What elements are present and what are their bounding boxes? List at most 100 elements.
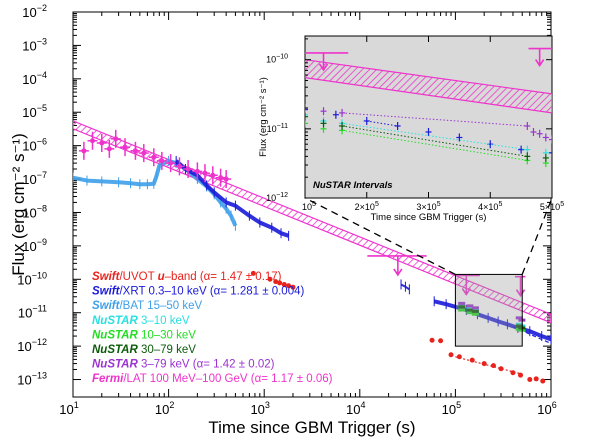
lat-point [194, 168, 200, 174]
x-tick-label: 103 [250, 400, 269, 417]
lat-point [122, 144, 128, 150]
nustar-point [458, 301, 466, 305]
x-tick-label: 101 [59, 400, 78, 417]
main-plot: 101 102 103 104 105 10610−1310−1210−1110−1010… [9, 3, 557, 437]
legend-entry: NuSTAR 10–30 keV [92, 329, 196, 341]
inset-x-axis-label: Time since GBM Trigger (s) [371, 212, 487, 223]
y-axis-label: Flux (erg cm⁻² s⁻¹) [9, 133, 28, 276]
lat-point [185, 166, 191, 172]
lat-point [176, 163, 182, 169]
uvot-point [527, 377, 533, 383]
legend-entry: NuSTAR 3–79 keV (α= 1.42 ± 0.02) [92, 359, 275, 371]
inset-upper-limit-head [318, 63, 329, 72]
nustar-point [515, 316, 523, 320]
x-tick-label: 105 [442, 400, 461, 417]
lat-point [113, 136, 119, 142]
x-tick-label: 104 [346, 400, 365, 417]
legend-entry: NuSTAR 30–79 keV [92, 344, 196, 356]
bat-lightcurve [73, 158, 238, 227]
y-tick-label: 10−10 [17, 270, 47, 287]
nustar-point [515, 324, 523, 328]
uvot-point [429, 337, 435, 343]
nustar-point [471, 306, 479, 310]
nustar-point [471, 312, 479, 316]
inset-y-axis-label: Flux (erg cm⁻² s⁻¹) [258, 77, 269, 157]
uvot-point [273, 279, 279, 285]
x-tick-label: 102 [155, 400, 174, 417]
y-tick-label: 10−3 [22, 36, 47, 53]
y-tick-label: 10−2 [22, 3, 47, 20]
inset-y-tick-label: 10−10 [266, 54, 288, 65]
inset-x-tick-label: 2×105 [355, 201, 379, 212]
y-tick-label: 10−5 [22, 103, 47, 120]
legend-entry: Swift/UVOT u–band (α= 1.47 ± 0.17) [92, 271, 282, 283]
uvot-point [281, 281, 287, 287]
lat-point [159, 158, 165, 164]
xrt-lightcurve [174, 159, 290, 238]
y-tick-label: 10−8 [22, 203, 47, 220]
lat-point [99, 140, 105, 146]
uvot-point [498, 366, 504, 372]
inset-y-tick-label: 10−12 [266, 192, 288, 203]
inset-plot: 105 2×105 3×105 4×105 5×105 10−12 10−11 10−10 Ti… [258, 35, 564, 275]
lat-point [132, 148, 138, 154]
y-tick-label: 10−11 [18, 304, 47, 321]
zoom-connector-left [304, 197, 456, 275]
inset-lat-band [305, 59, 552, 114]
inset-series-trend [342, 112, 528, 127]
inset-x-tick-label: 105 [302, 201, 316, 212]
y-tick-label: 10−13 [17, 371, 47, 388]
uvot-point [469, 357, 475, 363]
lat-point [106, 146, 112, 152]
uvot-fit [455, 356, 523, 375]
nustar-point [458, 305, 466, 309]
lat-point [223, 176, 229, 182]
uvot-point [286, 283, 292, 289]
y-tick-label: 10−4 [22, 70, 47, 87]
zoom-connector-right [521, 197, 553, 275]
inset-x-tick-label: 5×105 [540, 201, 564, 212]
uvot-point [533, 376, 539, 382]
xrt-lightcurve [433, 299, 551, 342]
inset-title: NuSTAR Intervals [313, 180, 393, 191]
legend-entry: Fermi/LAT 100 MeV–100 GeV (α= 1.17 ± 0.0… [92, 373, 333, 385]
inset-y-tick-label: 10−11 [267, 123, 288, 134]
nustar-point [471, 309, 479, 313]
lat-point [141, 150, 147, 156]
x-axis: 101 102 103 104 105 106 [59, 12, 557, 417]
uvot-point [290, 284, 296, 290]
inset-x-tick-label: 4×105 [478, 201, 502, 212]
legend-entry: NuSTAR 3–10 keV [92, 315, 190, 327]
lat-point [202, 170, 208, 176]
nustar-point [466, 308, 474, 312]
lat-point [81, 148, 87, 154]
zoom-region-box [454, 273, 523, 347]
y-tick-label: 10−6 [22, 137, 47, 154]
y-tick-label: 10−12 [17, 337, 47, 354]
uvot-point [448, 352, 454, 358]
uvot-point [481, 361, 487, 367]
lat-point [168, 160, 174, 166]
nustar-point [515, 322, 523, 326]
legend: Swift/UVOT u–band (α= 1.47 ± 0.17) Swift/… [92, 271, 333, 385]
lat-point [210, 172, 216, 178]
lat-point [90, 138, 96, 144]
inset-upper-limit-head [534, 59, 545, 67]
y-tick-label: 10−9 [22, 237, 47, 254]
lat-upper-limit-head [461, 288, 471, 296]
uvot-point [438, 338, 444, 344]
lat-upper-limit-head [515, 289, 526, 298]
uvot-point [250, 270, 256, 276]
inset-data [305, 47, 552, 168]
uvot-point [540, 378, 546, 384]
legend-entry: Swift/BAT 15–50 keV [92, 300, 202, 312]
nustar-point [466, 304, 474, 308]
lat-point [151, 154, 157, 160]
uvot-point [277, 280, 283, 286]
legend-entry: Swift/XRT 0.3–10 keV (α= 1.281 ± 0.004) [92, 286, 304, 298]
inset-frame [304, 35, 553, 199]
x-axis-label: Time since GBM Trigger (s) [208, 418, 415, 437]
nustar-point [458, 308, 466, 312]
